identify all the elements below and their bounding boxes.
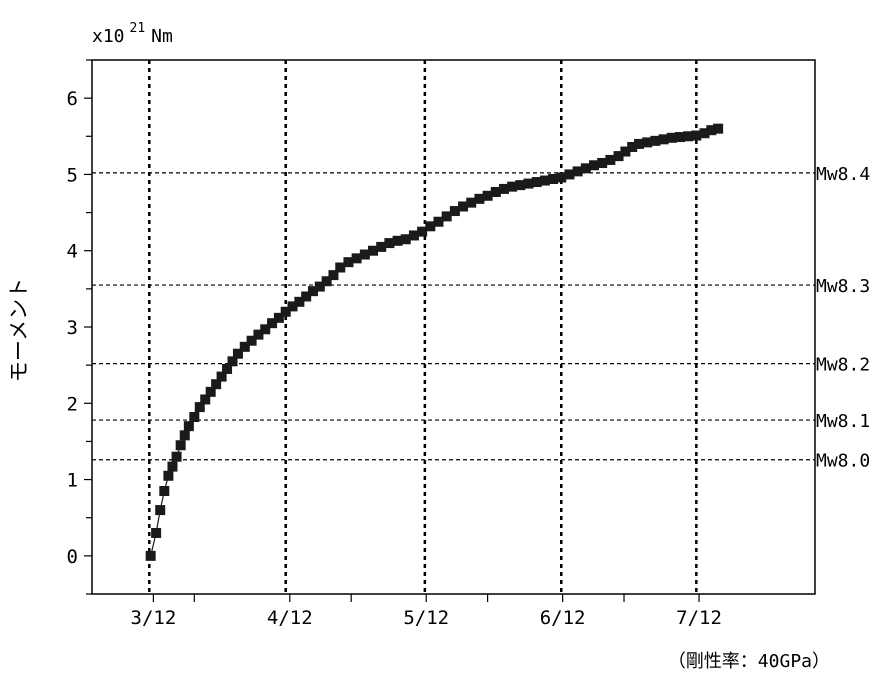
moment-series bbox=[146, 124, 723, 561]
data-point bbox=[184, 421, 194, 431]
y-unit-label: x10 21 Nm bbox=[92, 21, 173, 47]
data-point bbox=[180, 430, 190, 440]
data-point bbox=[172, 452, 182, 462]
axes bbox=[92, 60, 815, 594]
data-point bbox=[189, 412, 199, 422]
magnitude-label: Mw8.4 bbox=[816, 164, 870, 185]
y-ticks: 0 1 2 3 4 5 6 bbox=[67, 60, 92, 594]
x-tick-label: 5/12 bbox=[403, 607, 449, 629]
y-axis-label: モーメント bbox=[7, 278, 31, 382]
data-point bbox=[151, 528, 161, 538]
series-line bbox=[151, 129, 718, 556]
data-point bbox=[163, 471, 173, 481]
x-ticks: 3/12 4/12 5/12 6/12 7/12 bbox=[131, 594, 722, 629]
data-point bbox=[146, 551, 156, 561]
magnitude-label: Mw8.1 bbox=[816, 411, 870, 432]
y-tick-label: 1 bbox=[67, 470, 78, 492]
y-tick-label: 5 bbox=[67, 164, 78, 186]
x-tick-label: 7/12 bbox=[676, 607, 722, 629]
magnitude-label: Mw8.3 bbox=[816, 276, 870, 297]
magnitude-label: Mw8.2 bbox=[816, 355, 870, 376]
data-point bbox=[176, 440, 186, 450]
y-tick-label: 3 bbox=[67, 317, 78, 339]
x-tick-label: 4/12 bbox=[267, 607, 313, 629]
stiffness-note: （剛性率：40GPa） bbox=[668, 651, 830, 672]
plot-frame bbox=[92, 60, 815, 594]
y-tick-label: 6 bbox=[67, 88, 78, 110]
data-point bbox=[167, 462, 177, 472]
x-tick-label: 3/12 bbox=[131, 607, 177, 629]
y-tick-label: 2 bbox=[67, 393, 78, 415]
data-point bbox=[155, 505, 165, 515]
data-point bbox=[159, 486, 169, 496]
x-tick-label: 6/12 bbox=[540, 607, 586, 629]
magnitude-label: Mw8.0 bbox=[816, 451, 870, 472]
magnitude-labels: Mw8.4 Mw8.3 Mw8.2 Mw8.1 Mw8.0 bbox=[816, 164, 870, 472]
grid-lines bbox=[92, 60, 815, 594]
y-tick-label: 4 bbox=[67, 241, 78, 263]
data-point bbox=[713, 124, 723, 134]
y-tick-label: 0 bbox=[67, 546, 78, 568]
